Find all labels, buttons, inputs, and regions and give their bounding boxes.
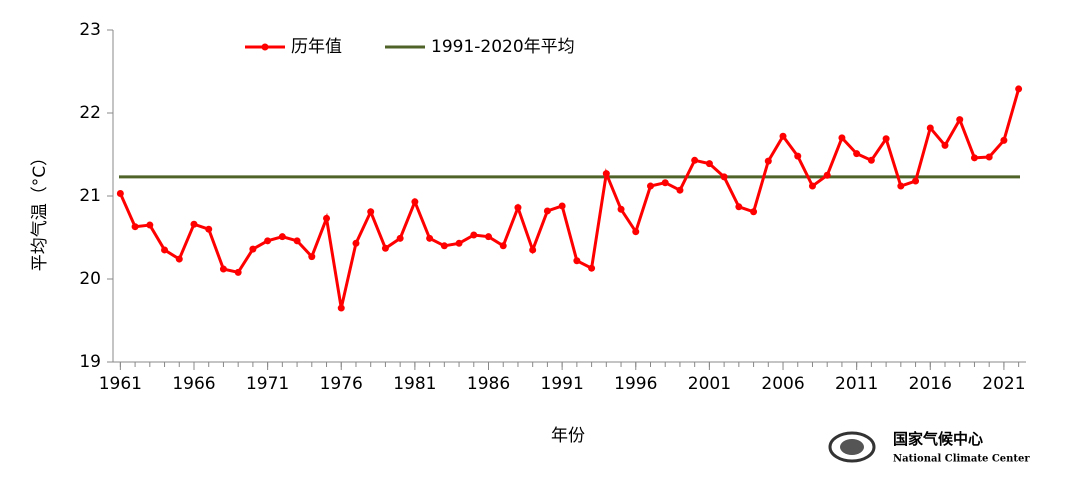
data-point xyxy=(970,154,978,162)
legend-label: 1991-2020年平均 xyxy=(431,37,575,57)
data-point xyxy=(808,182,816,190)
data-point xyxy=(264,237,272,245)
data-point xyxy=(146,221,154,229)
data-point xyxy=(175,255,183,263)
legend-marker xyxy=(261,43,269,51)
data-point xyxy=(485,233,493,241)
x-tick-label: 2011 xyxy=(835,374,878,394)
source-name: 国家气候中心 xyxy=(893,430,983,448)
x-tick-label: 1986 xyxy=(467,374,510,394)
source-name-en: National Climate Center xyxy=(893,454,1030,465)
data-point xyxy=(455,239,463,247)
data-point xyxy=(632,228,640,236)
y-tick-label: 21 xyxy=(79,186,101,206)
data-point xyxy=(823,171,831,179)
data-point xyxy=(411,198,419,206)
y-tick-label: 19 xyxy=(79,352,101,372)
data-point xyxy=(426,234,434,242)
data-point xyxy=(573,257,581,265)
x-tick-label: 2016 xyxy=(909,374,952,394)
data-point xyxy=(882,135,890,143)
data-point xyxy=(514,204,522,212)
x-tick-label: 1976 xyxy=(320,374,363,394)
x-tick-label: 1991 xyxy=(541,374,584,394)
x-axis-label: 年份 xyxy=(551,426,585,446)
data-point xyxy=(131,223,139,231)
data-point xyxy=(278,233,286,241)
data-point xyxy=(926,124,934,132)
data-point xyxy=(337,304,345,312)
data-point xyxy=(190,220,198,228)
data-point xyxy=(720,173,728,181)
data-point xyxy=(529,246,537,254)
y-tick-label: 23 xyxy=(79,20,101,40)
data-point xyxy=(1015,85,1023,93)
x-tick-label: 1961 xyxy=(99,374,142,394)
x-tick-label: 1996 xyxy=(614,374,657,394)
data-point xyxy=(558,202,566,210)
data-point xyxy=(941,141,949,149)
data-point xyxy=(234,268,242,276)
logo: 国家气候中心 National Climate Center xyxy=(828,430,1030,465)
data-point xyxy=(956,116,964,124)
x-tick-label: 2006 xyxy=(761,374,804,394)
data-point xyxy=(853,150,861,158)
data-point xyxy=(985,153,993,161)
data-point xyxy=(323,214,331,222)
data-point xyxy=(794,152,802,160)
logo-emblem-core xyxy=(840,439,864,455)
data-line xyxy=(118,88,1021,309)
data-point xyxy=(396,234,404,242)
data-point xyxy=(838,134,846,142)
data-point xyxy=(470,231,478,239)
data-point xyxy=(308,253,316,261)
data-point xyxy=(676,186,684,194)
data-point xyxy=(691,156,699,164)
data-point xyxy=(897,182,905,190)
data-point xyxy=(219,265,227,273)
data-point xyxy=(617,205,625,213)
data-point xyxy=(867,156,875,164)
legend-label: 历年值 xyxy=(291,37,342,57)
data-point xyxy=(750,208,758,216)
data-point xyxy=(764,157,772,165)
x-tick-label: 2021 xyxy=(982,374,1025,394)
data-point xyxy=(249,245,257,253)
data-point xyxy=(779,132,787,140)
logo-emblem xyxy=(828,431,876,463)
y-tick-label: 22 xyxy=(79,103,101,123)
data-point xyxy=(367,208,375,216)
data-point xyxy=(440,242,448,250)
data-point xyxy=(381,244,389,252)
data-point xyxy=(912,177,920,185)
y-axis-label: 平均气温（°C） xyxy=(30,149,50,271)
data-point xyxy=(499,242,507,250)
data-point xyxy=(116,190,124,198)
data-point xyxy=(705,160,713,168)
x-tick-label: 1981 xyxy=(393,374,436,394)
data-point xyxy=(588,264,596,272)
x-tick-label: 2001 xyxy=(688,374,731,394)
data-point xyxy=(735,203,743,211)
data-point xyxy=(161,246,169,254)
data-point xyxy=(293,237,301,245)
data-point xyxy=(646,182,654,190)
data-point xyxy=(1000,136,1008,144)
y-tick-label: 20 xyxy=(79,269,101,289)
data-point xyxy=(205,225,213,233)
data-point xyxy=(543,207,551,215)
data-point xyxy=(661,179,669,187)
x-tick-label: 1971 xyxy=(246,374,289,394)
x-tick-label: 1966 xyxy=(172,374,215,394)
data-point xyxy=(352,239,360,247)
data-point xyxy=(602,170,610,178)
